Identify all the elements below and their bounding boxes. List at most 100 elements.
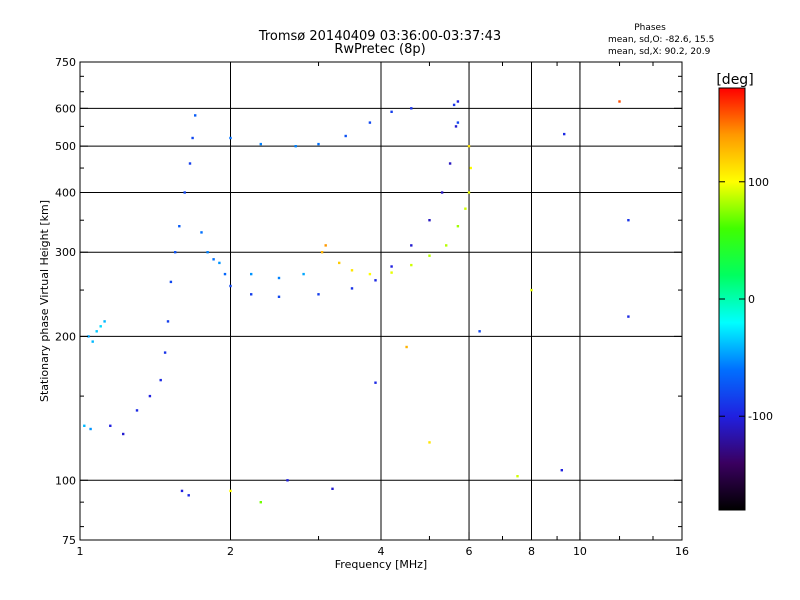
axis-ticks xyxy=(79,61,683,541)
data-point xyxy=(627,315,630,318)
data-point xyxy=(169,280,173,284)
colorbar-label: [deg] xyxy=(716,72,753,88)
phases-x-line: mean, sd,X: 90.2, 20.9 xyxy=(608,47,711,57)
data-point xyxy=(331,487,334,490)
x-tick-label: 1 xyxy=(77,545,84,558)
data-point xyxy=(344,134,347,138)
data-point xyxy=(452,103,456,107)
data-point xyxy=(320,251,324,254)
data-point xyxy=(390,265,393,268)
data-point xyxy=(83,424,86,427)
x-tick-label: 16 xyxy=(675,545,689,558)
y-tick-labels: 75 100 200 300 400 500 600 750 xyxy=(55,56,76,547)
data-point xyxy=(103,320,106,323)
data-point xyxy=(109,424,112,427)
data-point xyxy=(183,191,186,194)
data-point xyxy=(194,114,197,117)
data-point xyxy=(467,191,471,194)
data-point xyxy=(368,272,372,276)
data-point xyxy=(163,351,167,354)
y-axis-label: Stationary phase Virtual Height [km] xyxy=(38,200,51,402)
data-point xyxy=(135,409,139,412)
x-tick-label: 2 xyxy=(227,545,234,558)
data-point xyxy=(350,287,354,290)
data-point xyxy=(390,110,393,113)
data-point xyxy=(317,142,320,146)
data-point xyxy=(410,107,413,110)
x-tick-label: 8 xyxy=(528,545,535,558)
y-tick-label: 600 xyxy=(55,102,76,115)
data-point xyxy=(91,340,94,343)
y-tick-label: 100 xyxy=(55,474,76,487)
data-point xyxy=(618,100,621,103)
data-point xyxy=(218,261,221,265)
data-point xyxy=(250,293,253,296)
x-tick-label: 6 xyxy=(466,545,473,558)
colorbar-tick-label: 0 xyxy=(748,293,755,306)
y-tick-label: 200 xyxy=(55,330,76,343)
data-point xyxy=(148,394,152,398)
data-point xyxy=(259,142,262,146)
y-tick-label: 75 xyxy=(62,534,76,547)
data-point xyxy=(259,501,262,504)
data-point xyxy=(374,279,377,282)
data-point xyxy=(277,276,281,280)
data-point xyxy=(277,295,281,298)
data-point xyxy=(563,132,566,136)
data-point xyxy=(180,489,184,493)
data-point xyxy=(428,441,431,444)
data-point xyxy=(286,479,289,482)
data-points xyxy=(83,100,630,504)
data-point xyxy=(560,469,563,472)
data-point xyxy=(317,293,320,296)
data-point xyxy=(456,121,460,124)
data-point xyxy=(456,100,460,103)
data-point xyxy=(350,269,354,272)
phases-o-line: mean, sd,O: -82.6, 15.5 xyxy=(608,35,714,45)
data-point xyxy=(516,475,519,478)
data-point xyxy=(250,272,253,276)
data-point xyxy=(627,219,630,222)
data-point xyxy=(456,225,460,228)
data-point xyxy=(428,219,431,222)
data-point xyxy=(454,125,458,128)
colorbar-tick-label: -100 xyxy=(748,410,773,423)
data-point xyxy=(410,244,413,247)
chart-subtitle: RwPretec (8p) xyxy=(334,42,425,57)
data-point xyxy=(464,207,467,210)
data-point xyxy=(159,378,162,382)
data-point xyxy=(302,272,305,276)
data-point xyxy=(174,251,177,254)
y-tick-label: 400 xyxy=(55,186,76,199)
data-point xyxy=(212,258,215,261)
y-tick-label: 500 xyxy=(55,140,76,153)
data-point xyxy=(200,231,203,234)
data-point xyxy=(405,345,408,349)
x-tick-label: 10 xyxy=(573,545,587,558)
data-point xyxy=(95,330,98,333)
data-point xyxy=(229,136,232,140)
data-point xyxy=(188,162,192,165)
data-point xyxy=(178,225,181,228)
data-point xyxy=(530,288,533,292)
data-point xyxy=(89,427,92,431)
data-point xyxy=(469,166,472,170)
data-point xyxy=(122,432,125,436)
data-point xyxy=(294,145,297,148)
grid xyxy=(80,62,682,540)
data-point xyxy=(166,320,170,323)
data-point xyxy=(87,335,90,338)
phases-title: Phases xyxy=(634,23,666,33)
data-point xyxy=(428,254,431,257)
data-point xyxy=(206,251,209,254)
data-point xyxy=(374,381,377,384)
data-point xyxy=(445,244,448,247)
data-point xyxy=(467,145,471,148)
chart-title: Tromsø 20140409 03:36:00-03:37:43 xyxy=(258,29,501,44)
data-point xyxy=(99,325,102,328)
data-point xyxy=(191,136,194,140)
data-point xyxy=(448,162,452,165)
data-point xyxy=(440,191,444,194)
data-point xyxy=(187,494,190,497)
x-axis-label: Frequency [MHz] xyxy=(335,558,427,571)
